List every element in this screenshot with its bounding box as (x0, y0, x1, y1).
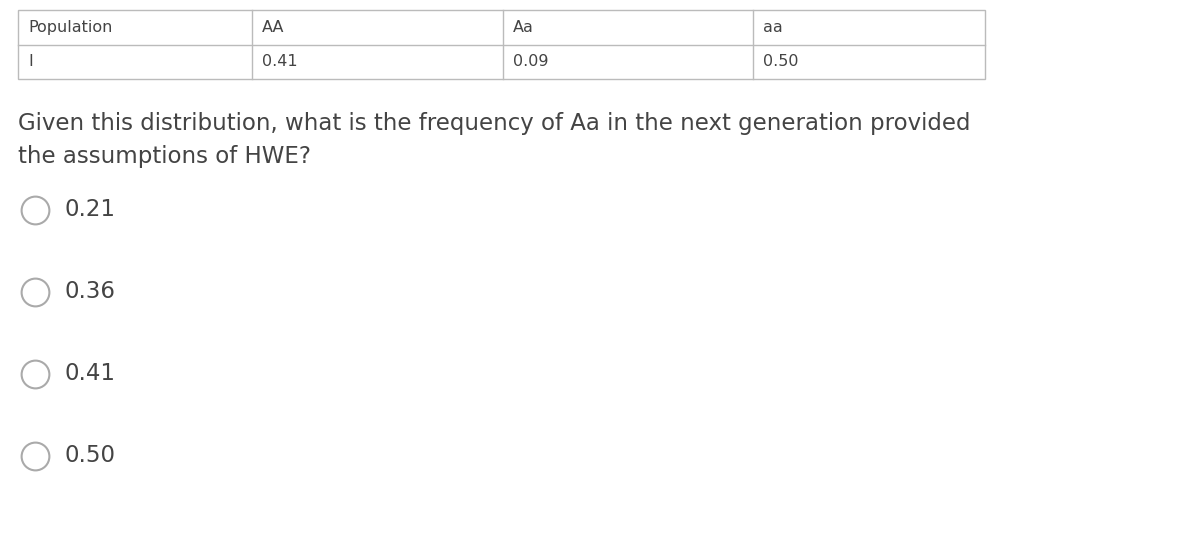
Text: 0.09: 0.09 (514, 55, 548, 70)
Text: 0.50: 0.50 (763, 55, 798, 70)
Text: 0.36: 0.36 (65, 280, 116, 304)
Text: Aa: Aa (514, 20, 534, 35)
Text: Given this distribution, what is the frequency of Aa in the next generation prov: Given this distribution, what is the fre… (18, 112, 971, 135)
Text: Population: Population (28, 20, 113, 35)
Text: AA: AA (262, 20, 284, 35)
Text: the assumptions of HWE?: the assumptions of HWE? (18, 145, 311, 168)
Bar (18, 10, 985, 79)
Text: 0.41: 0.41 (262, 55, 298, 70)
Text: I: I (28, 55, 32, 70)
Text: 0.50: 0.50 (65, 445, 116, 467)
Text: 0.21: 0.21 (65, 199, 116, 222)
Text: 0.41: 0.41 (65, 363, 116, 385)
Text: aa: aa (763, 20, 782, 35)
